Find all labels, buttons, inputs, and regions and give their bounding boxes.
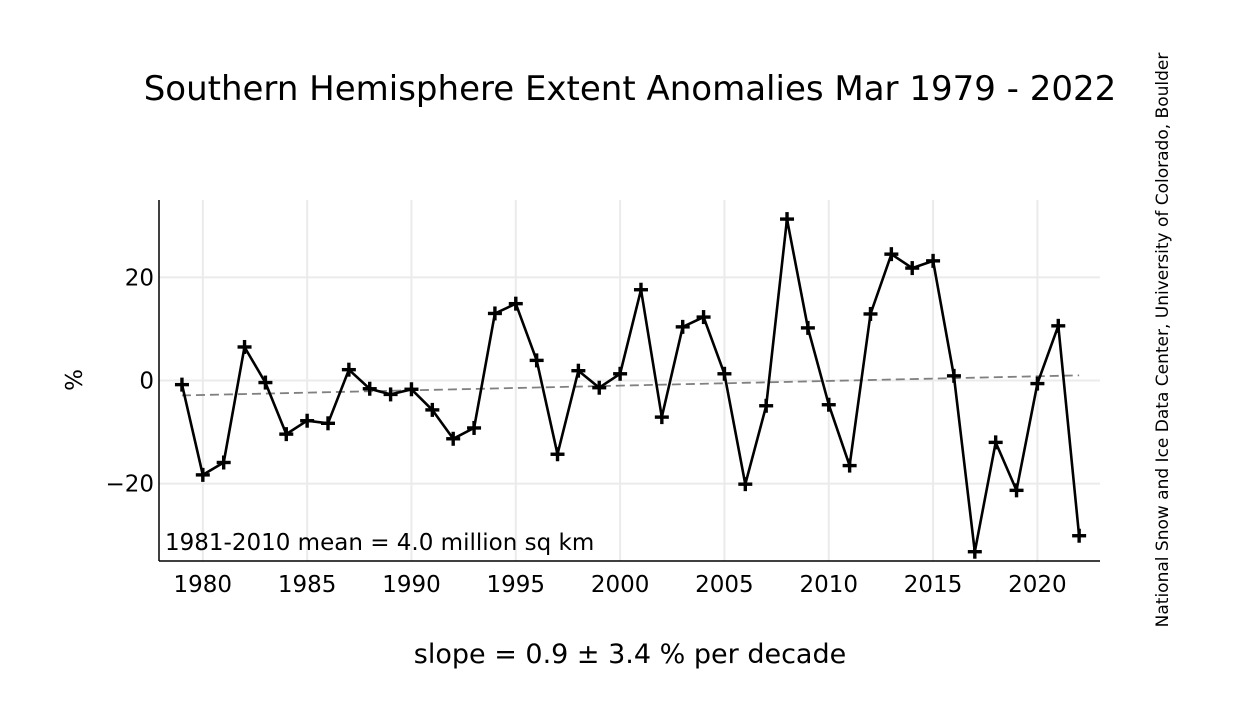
x-tick-label: 1980 [174, 572, 233, 598]
chart-title: Southern Hemisphere Extent Anomalies Mar… [144, 69, 1117, 109]
y-axis-label: % [62, 369, 88, 391]
data-point [487, 306, 502, 321]
y-tick-label: −20 [105, 472, 154, 498]
trend-line-segment [181, 374, 1080, 397]
data-point [821, 397, 836, 412]
x-axis-label: slope = 0.9 ± 3.4 % per decade [414, 639, 846, 670]
x-tick-label: 2000 [591, 572, 650, 598]
trend-line [181, 374, 1080, 397]
data-point [926, 253, 941, 268]
x-tick-label: 2005 [695, 572, 754, 598]
data-point [717, 366, 732, 381]
y-tick-labels: 20 0 −20 [105, 265, 154, 497]
data-point [988, 435, 1003, 450]
data-point [383, 387, 398, 402]
data-point [1072, 528, 1087, 543]
data-point [800, 320, 815, 335]
data-point [780, 212, 795, 227]
x-tick-label: 2010 [799, 572, 858, 598]
x-tick-label: 1990 [382, 572, 441, 598]
data-point [613, 366, 628, 381]
gridlines [159, 200, 1100, 561]
data-point [675, 319, 690, 334]
credit-text: National Snow and Ice Data Center, Unive… [1153, 53, 1173, 628]
x-tick-label: 2015 [904, 572, 963, 598]
data-point [1051, 318, 1066, 333]
data-point [738, 477, 753, 492]
data-point [216, 455, 231, 470]
data-point [300, 413, 315, 428]
data-point [842, 458, 857, 473]
data-point [321, 416, 336, 431]
mean-annotation: 1981-2010 mean = 4.0 million sq km [165, 530, 594, 556]
data-point [696, 310, 711, 325]
data-point [1009, 483, 1024, 498]
data-point [884, 247, 899, 262]
axes [158, 200, 1100, 562]
x-tick-label: 2020 [1008, 572, 1067, 598]
data-point [467, 420, 482, 435]
data-point [195, 467, 210, 482]
data-point [237, 339, 252, 354]
data-point [362, 381, 377, 396]
data-point [592, 380, 607, 395]
y-tick-label: 0 [139, 369, 154, 395]
data-point [279, 427, 294, 442]
data-point [341, 362, 356, 377]
data-point [863, 306, 878, 321]
data-point [446, 431, 461, 446]
data-point [967, 544, 982, 559]
x-tick-label: 1995 [487, 572, 546, 598]
data-point [633, 282, 648, 297]
data-point [946, 368, 961, 383]
data-point [258, 375, 273, 390]
x-tick-label: 1985 [278, 572, 337, 598]
data-point [759, 398, 774, 413]
anomaly-series [174, 212, 1087, 559]
y-tick-label: 20 [125, 265, 154, 291]
data-point [550, 447, 565, 462]
data-point [404, 382, 419, 397]
data-point [571, 363, 586, 378]
data-point [654, 410, 669, 425]
data-point [174, 377, 189, 392]
data-point [1030, 376, 1045, 391]
data-point [529, 353, 544, 368]
data-point [508, 296, 523, 311]
data-point [905, 261, 920, 276]
data-point [425, 402, 440, 417]
x-tick-labels: 1980 1985 1990 1995 2000 2005 2010 2015 2020 [174, 572, 1067, 598]
